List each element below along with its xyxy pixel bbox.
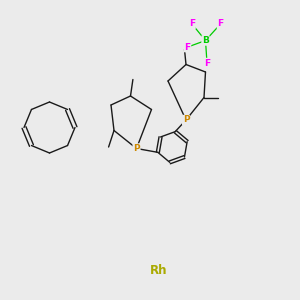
Text: F: F <box>204 58 210 68</box>
Text: B: B <box>202 36 209 45</box>
Text: F: F <box>189 20 195 28</box>
Text: Rh: Rh <box>150 263 168 277</box>
Text: F: F <box>218 20 224 28</box>
Text: P: P <box>133 144 140 153</box>
Text: F: F <box>184 43 190 52</box>
Text: P: P <box>183 116 189 124</box>
